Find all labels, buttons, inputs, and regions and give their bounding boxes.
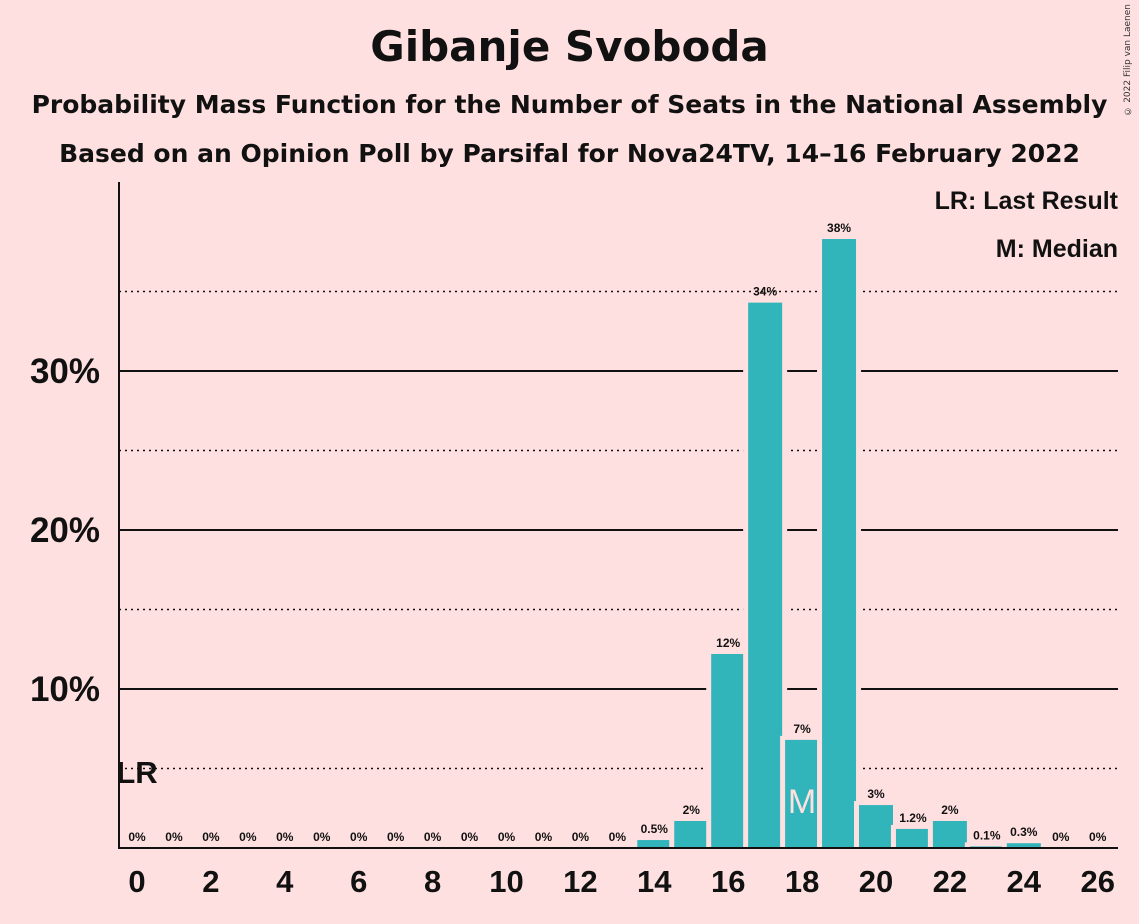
bar — [859, 805, 893, 848]
chart-title: Gibanje Svoboda — [370, 22, 769, 71]
data-label: 0.3% — [1010, 825, 1038, 839]
data-label: 0% — [1052, 830, 1070, 844]
data-label: 2% — [941, 803, 959, 817]
data-label: 0% — [350, 830, 368, 844]
bar — [822, 239, 857, 848]
y-tick-label: 30% — [30, 352, 100, 391]
bar — [711, 654, 746, 848]
chart-source-subtitle: Based on an Opinion Poll by Parsifal for… — [59, 139, 1080, 168]
data-label: 0% — [1089, 830, 1107, 844]
bar — [932, 820, 967, 848]
x-tick-label: 4 — [276, 864, 294, 899]
legend-last-result: LR: Last Result — [935, 187, 1119, 215]
data-label: 0% — [609, 830, 627, 844]
data-label: 2% — [683, 803, 701, 817]
bar-halo — [964, 842, 1009, 848]
axes: 10%20%30%0 2 4 6 8 10 12 14 16 18 20 22 24 26 — [30, 182, 1118, 899]
data-label: 3% — [867, 787, 885, 801]
data-label: 0% — [387, 830, 405, 844]
data-label: 0.1% — [973, 828, 1001, 842]
bar — [785, 739, 820, 848]
x-tick-label: 0 — [128, 864, 145, 899]
x-tick-label: 8 — [424, 864, 441, 899]
data-label: 0% — [239, 830, 257, 844]
data-label: 12% — [716, 636, 740, 650]
data-label: 0% — [202, 830, 220, 844]
median-marker: M — [788, 783, 816, 821]
x-tick-label: 6 — [350, 864, 367, 899]
x-tick-label: 22 — [933, 864, 967, 899]
bar — [637, 840, 672, 848]
data-label: 0% — [498, 830, 516, 844]
x-tick-label: 16 — [711, 864, 745, 899]
x-tick-label: 12 — [563, 864, 597, 899]
x-tick-label: 24 — [1007, 864, 1042, 899]
data-label: 0% — [313, 830, 331, 844]
data-label: 34% — [753, 285, 777, 299]
x-tick-label: 18 — [785, 864, 819, 899]
data-label: 0% — [128, 830, 146, 844]
x-tick-label: 14 — [637, 864, 672, 899]
bar — [748, 302, 783, 848]
bar — [1006, 843, 1041, 848]
data-label: 0% — [276, 830, 294, 844]
last-result-marker: LR — [116, 755, 157, 790]
bar — [674, 820, 709, 848]
y-tick-label: 10% — [30, 670, 100, 709]
data-label: 1.2% — [899, 811, 927, 825]
data-label: 0% — [424, 830, 442, 844]
data-label: 0% — [572, 830, 590, 844]
data-label: 38% — [827, 221, 851, 235]
x-tick-label: 20 — [859, 864, 893, 899]
data-label: 0% — [165, 830, 183, 844]
data-label: 0% — [535, 830, 553, 844]
data-label: 0% — [461, 830, 479, 844]
data-label: 7% — [793, 722, 811, 736]
data-labels: 0% 0% 0% 0% 0% 0% 0% 0% 0% 0% 0% 0% 0% 0% 0.5% 2% 12% 34%… — [116, 221, 1106, 844]
x-tick-label: 26 — [1080, 864, 1114, 899]
y-tick-label: 20% — [30, 511, 100, 550]
legend: LR: Last Result M: Median — [935, 187, 1119, 263]
grid-lines — [119, 290, 1118, 770]
data-label: 0.5% — [641, 822, 669, 836]
chart-subtitle: Probability Mass Function for the Number… — [31, 90, 1108, 119]
bars — [632, 235, 1046, 848]
x-tick-label: 10 — [489, 864, 523, 899]
bar — [895, 828, 930, 848]
x-tick-label: 2 — [202, 864, 219, 899]
legend-median: M: Median — [996, 235, 1118, 263]
